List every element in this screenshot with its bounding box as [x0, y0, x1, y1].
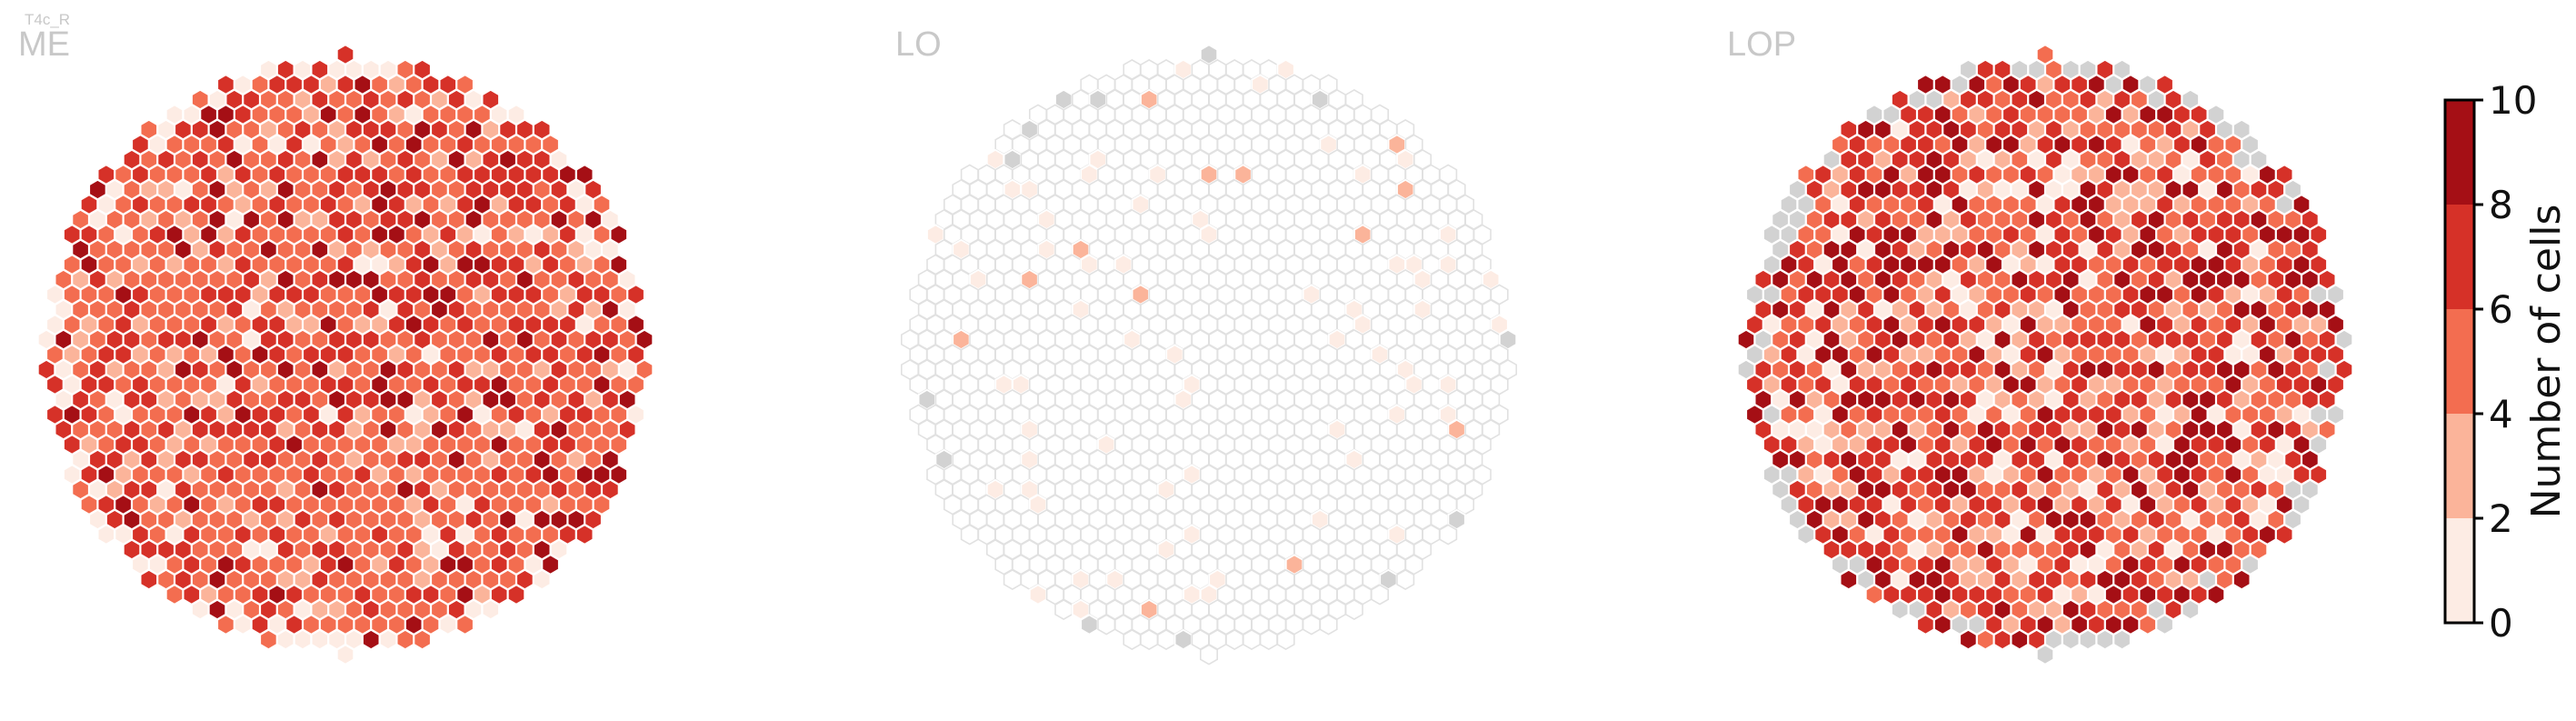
hex-cell	[2095, 628, 2114, 651]
hex-cell	[575, 524, 594, 546]
hex-cell	[481, 598, 500, 621]
hex-cell	[293, 628, 313, 651]
hex-cell	[395, 628, 414, 651]
colorbar-bin	[2445, 205, 2474, 309]
hex-cell	[1916, 614, 1935, 636]
colorbar-tick-label: 4	[2489, 392, 2513, 436]
hex-cell	[139, 568, 158, 591]
hex-cell	[2155, 614, 2174, 636]
hex-cell	[1157, 628, 1175, 651]
hex-cell	[2206, 584, 2226, 606]
hex-cell	[1439, 524, 1458, 546]
colorbar-tick-label: 2	[2489, 496, 2513, 541]
panel-lo: LO	[895, 25, 1518, 666]
hex-cell	[362, 628, 381, 651]
hex-cell	[438, 614, 457, 636]
hex-cell	[1243, 628, 1261, 651]
hex-cell	[216, 614, 235, 636]
hex-cell	[1796, 524, 1815, 546]
hex-grid-lop	[1736, 44, 2354, 666]
hex-cell	[96, 524, 115, 546]
hex-cell	[1028, 584, 1048, 606]
hex-cell	[2010, 628, 2029, 651]
hex-cell	[1992, 628, 2012, 651]
hex-cell	[960, 524, 979, 546]
hex-cell	[1140, 628, 1159, 651]
hex-cell	[1891, 598, 1910, 621]
hex-cell	[506, 584, 526, 606]
hex-cell	[1173, 628, 1193, 651]
colorbar-bin	[2445, 309, 2474, 414]
hex-cell	[1344, 598, 1363, 621]
hex-cell	[234, 614, 253, 636]
panel-lop: LOP	[1727, 25, 2354, 666]
hex-cell	[2062, 628, 2081, 651]
hex-cell	[2232, 568, 2252, 591]
hex-cell	[335, 644, 355, 666]
hex-cell	[1302, 614, 1321, 636]
cell-type-label: T4c_R	[25, 11, 70, 28]
hex-cell	[191, 598, 210, 621]
hex-cell	[1276, 628, 1295, 651]
hex-cell	[2112, 628, 2132, 651]
hex-grid-lo	[901, 44, 1518, 666]
hex-cell	[1959, 628, 1978, 651]
hex-cell	[2035, 644, 2055, 666]
panel-me: ME	[18, 25, 654, 666]
hex-cell	[2181, 598, 2200, 621]
panel-title-lo: LO	[895, 25, 942, 64]
hex-cell	[2138, 614, 2157, 636]
hex-cell	[1396, 568, 1415, 591]
colorbar-label: Number of cells	[2523, 205, 2570, 519]
hex-cell	[1123, 628, 1142, 651]
hex-cell	[378, 628, 398, 651]
hex-cell	[1080, 614, 1099, 636]
colorbar-tick-label: 8	[2489, 183, 2513, 227]
hex-cell	[1319, 614, 1338, 636]
hex-cell	[1864, 584, 1884, 606]
hex-cell	[259, 628, 278, 651]
colorbar-bin	[2445, 414, 2474, 518]
colorbar-tick-label: 6	[2489, 287, 2513, 332]
hex-cell	[1054, 598, 1073, 621]
panel-title-lop: LOP	[1727, 25, 1796, 64]
hex-cell	[413, 628, 432, 651]
hex-cell	[1839, 568, 1858, 591]
hex-cell	[1933, 614, 1952, 636]
colorbar-bin	[2445, 518, 2474, 623]
hex-cell	[1976, 628, 1995, 651]
hex-cell	[2275, 524, 2294, 546]
hex-cell	[455, 614, 474, 636]
colorbar: 0 2 4 6 8 10 Number of cells	[2443, 78, 2570, 646]
hex-cell	[533, 568, 552, 591]
colorbar-tick-label: 0	[2489, 601, 2513, 646]
hex-cell	[1200, 644, 1218, 666]
hex-cell	[2078, 628, 2098, 651]
hex-cell	[1097, 614, 1116, 636]
hex-cell	[276, 628, 295, 651]
hex-cell	[1371, 584, 1389, 606]
colorbar-bin	[2445, 100, 2474, 205]
hex-cell	[1003, 568, 1022, 591]
hex-cell	[1259, 628, 1278, 651]
hex-cell	[1225, 628, 1244, 651]
hex-cell	[310, 628, 329, 651]
colorbar-tick-label: 10	[2489, 78, 2537, 123]
panel-title-me: ME	[18, 25, 70, 64]
hex-grid-me	[36, 44, 654, 666]
hex-cell	[165, 584, 185, 606]
